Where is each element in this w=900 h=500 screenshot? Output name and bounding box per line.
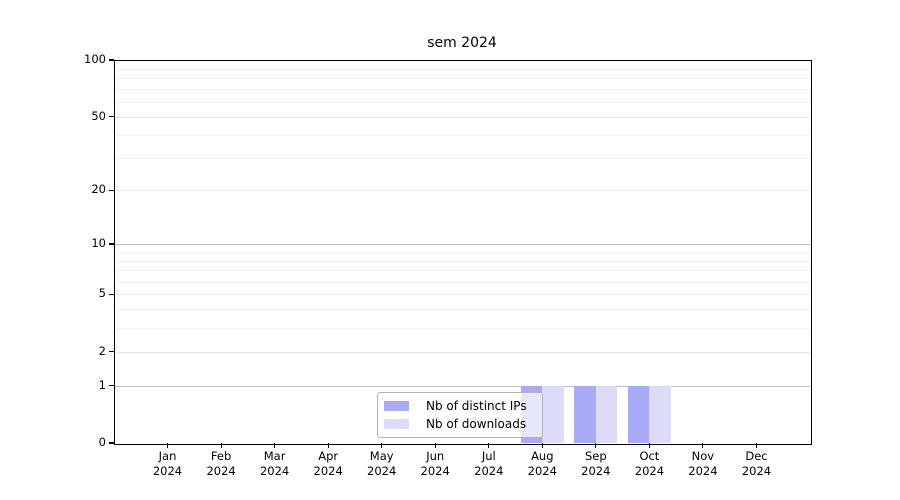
y-tick-label-1: 1 [98,377,106,392]
year-label: 2024 [367,464,397,478]
x-tick-label-feb: Feb 2024 [193,449,249,479]
x-tick-label-may: May 2024 [354,449,410,479]
x-tick-label-nov: Nov 2024 [675,449,731,479]
x-tick-label-aug: Aug 2024 [514,449,570,479]
y-tick-label-2: 2 [98,343,106,358]
year-label: 2024 [527,464,557,478]
legend-swatch-distinct-ips [384,401,409,412]
x-tick-jan [166,443,169,448]
year-label: 2024 [206,464,236,478]
x-tick-nov [702,443,704,448]
chart-title: sem 2024 [427,35,497,51]
month-label: Sep [584,449,607,463]
year-label: 2024 [259,464,290,478]
x-tick-jul [488,443,490,448]
year-label: 2024 [688,464,718,478]
y-tick-label-50: 50 [91,108,106,123]
gridline-minor-7 [114,270,810,272]
month-label: Apr [318,449,339,463]
gridline-20 [114,190,810,192]
legend-label-downloads: Nb of downloads [426,416,527,431]
year-label: 2024 [581,464,611,478]
y-tick-label-20: 20 [91,182,106,197]
month-label: Jan [158,449,177,463]
bar-nb-of-distinct-ips-sep-2024 [574,385,596,443]
gridline-10 [114,244,810,245]
y-tick-50 [109,116,114,118]
gridline-5 [114,294,810,296]
month-label: Jul [481,449,496,463]
legend-label-distinct-ips: Nb of distinct IPs [426,399,527,414]
month-label: Feb [210,449,232,463]
year-label: 2024 [741,464,772,478]
bar-nb-of-downloads-aug-2024 [542,385,564,443]
x-tick-label-oct: Oct 2024 [621,449,677,479]
gridline-minor-4 [114,309,810,311]
x-tick-label-mar: Mar 2024 [247,449,303,479]
x-tick-aug [541,443,543,448]
month-label: Jun [426,449,445,463]
x-tick-feb [220,443,222,448]
x-tick-sep [595,443,597,448]
month-label: Nov [691,449,715,463]
gridline-2 [114,351,810,353]
legend: Nb of distinct IPs Nb of downloads [377,392,543,438]
gridline-minor-40 [114,134,810,136]
y-tick-20 [109,189,114,191]
year-label: 2024 [152,464,183,478]
gridline-100 [114,60,810,61]
month-label: May [369,449,394,463]
y-tick-1 [109,384,114,387]
legend-entry-distinct-ips: Nb of distinct IPs [384,399,538,413]
y-tick-label-10: 10 [91,236,106,250]
y-tick-100 [109,59,114,61]
bar-nb-of-downloads-sep-2024 [595,385,618,443]
y-tick-label-0: 0 [98,435,106,449]
month-label: Dec [745,449,768,463]
gridline-1 [114,385,810,387]
y-tick-0 [109,442,114,444]
month-label: Oct [639,449,660,463]
x-tick-may [381,443,383,448]
bar-nb-of-downloads-oct-2024 [649,385,671,443]
bar-nb-of-distinct-ips-oct-2024 [627,385,650,443]
month-label: Mar [263,449,286,463]
x-tick-label-apr: Apr 2024 [300,449,356,479]
y-tick-label-5: 5 [98,286,106,301]
gridline-minor-9 [114,251,810,253]
x-tick-dec [755,443,758,448]
y-tick-label-100: 100 [84,52,106,66]
year-label: 2024 [474,464,504,478]
gridline-minor-3 [114,328,810,329]
x-tick-label-jul: Jul 2024 [461,449,517,479]
gridline-minor-30 [114,158,810,159]
year-label: 2024 [634,464,665,478]
legend-entry-downloads: Nb of downloads [384,417,538,431]
gridline-minor-90 [114,68,810,70]
year-label: 2024 [420,464,450,478]
x-tick-label-jun: Jun 2024 [407,449,463,479]
gridline-minor-80 [114,78,810,80]
legend-swatch-downloads [384,418,409,429]
x-tick-label-jan: Jan 2024 [140,449,196,479]
x-tick-jun [434,443,436,448]
month-label: Aug [531,449,554,463]
gridline-minor-60 [114,101,810,103]
gridline-minor-6 [114,281,810,283]
year-label: 2024 [313,464,343,478]
gridline-50 [114,116,810,118]
y-tick-10 [109,243,114,245]
x-tick-apr [327,443,329,448]
gridline-minor-70 [114,89,810,91]
x-tick-mar [274,443,276,448]
y-tick-5 [109,293,114,295]
x-tick-label-dec: Dec 2024 [729,449,785,479]
x-tick-oct [648,443,650,448]
x-tick-label-sep: Sep 2024 [568,449,624,479]
gridline-minor-8 [114,260,810,262]
y-tick-2 [109,351,114,353]
